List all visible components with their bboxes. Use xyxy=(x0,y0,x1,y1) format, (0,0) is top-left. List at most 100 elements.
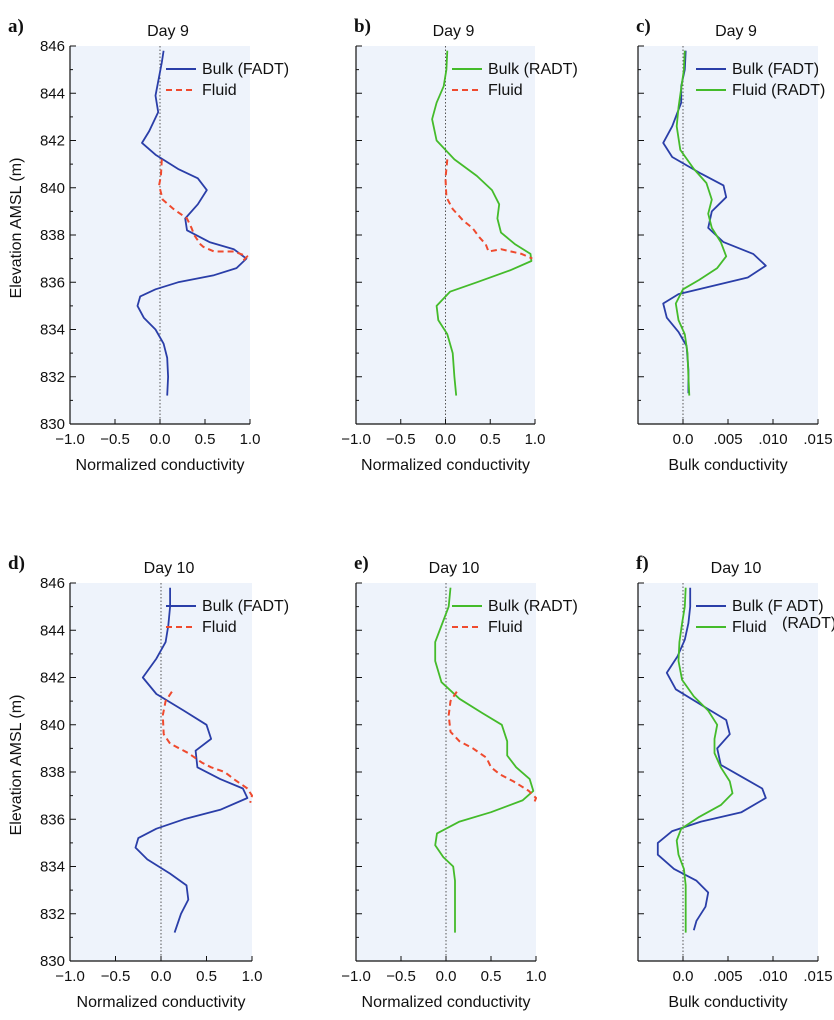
x-tick-label: 1.0 xyxy=(240,431,261,448)
x-axis-label: Normalized conductivity xyxy=(76,457,245,474)
panel-letter: d) xyxy=(8,553,25,574)
legend-label: Fluid (RADT) xyxy=(732,82,825,99)
x-tick-label: −1.0 xyxy=(55,431,85,448)
x-tick-label: .010 xyxy=(758,431,787,448)
series-line-1 xyxy=(158,159,249,262)
legend-label: Fluid xyxy=(488,82,523,99)
x-tick-label: 0.5 xyxy=(195,431,216,448)
chart-panel-5: 0.0 .005 .010 .015 Bulk conductivity Day 10 f)… xyxy=(636,553,834,1011)
chart-panel-1: −1.0 −0.5 0.0 0.5 1.0 Normalized conductivity… xyxy=(341,16,578,474)
chart-title: Day 9 xyxy=(433,23,475,40)
y-tick-label: 846 xyxy=(40,38,65,55)
y-axis-label-bottom: Elevation AMSL (m) xyxy=(8,695,25,836)
y-tick-label: 842 xyxy=(40,133,65,150)
panel-letter: e) xyxy=(354,553,369,574)
chart-panel-0: 830 832 834 836 838 840 842 844 846 −1.0 −0.5 0.0 0.… xyxy=(8,16,289,474)
y-tick-label: 840 xyxy=(40,717,65,734)
y-tick-label: 830 xyxy=(40,953,65,970)
x-tick-label: −1.0 xyxy=(55,968,85,985)
x-tick-label: −0.5 xyxy=(386,431,416,448)
series-line-1 xyxy=(675,587,734,933)
y-tick-label: 836 xyxy=(40,811,65,828)
legend-label: Fluid xyxy=(202,82,237,99)
y-tick-label: 830 xyxy=(40,416,65,433)
x-tick-label: 0.5 xyxy=(480,431,501,448)
x-tick-label: 1.0 xyxy=(242,968,263,985)
series-line-1 xyxy=(444,159,533,260)
series-line-1 xyxy=(447,691,537,804)
plot-area xyxy=(638,46,818,424)
x-tick-label: 0.0 xyxy=(435,431,456,448)
y-tick-label: 832 xyxy=(40,906,65,923)
chart-panel-3: 830 832 834 836 838 840 842 844 846 −1.0 −0.5 0.0 0.… xyxy=(8,553,289,1011)
y-tick-label: 834 xyxy=(40,859,65,876)
legend-label: Fluid xyxy=(488,619,523,636)
legend-sublabel: (RADT) xyxy=(782,615,834,632)
chart-title: Day 10 xyxy=(711,560,762,577)
y-tick-label: 834 xyxy=(40,322,65,339)
x-tick-label: 0.0 xyxy=(150,431,171,448)
legend-label: Bulk (FADT) xyxy=(202,598,289,615)
y-axis-label-top: Elevation AMSL (m) xyxy=(8,158,25,299)
x-tick-label: 0.0 xyxy=(673,968,694,985)
series-line-0 xyxy=(434,587,535,933)
series-line-0 xyxy=(136,50,248,396)
panel-letter: f) xyxy=(636,553,649,574)
legend-label: Fluid xyxy=(732,619,767,636)
x-tick-label: 0.5 xyxy=(196,968,217,985)
x-tick-label: −0.5 xyxy=(101,968,131,985)
x-tick-label: −0.5 xyxy=(100,431,130,448)
y-tick-label: 844 xyxy=(40,85,65,102)
plot-area xyxy=(638,583,818,961)
x-tick-label: −1.0 xyxy=(341,968,371,985)
chart-title: Day 10 xyxy=(429,560,480,577)
chart-panel-2: 0.0 .005 .010 .015 Bulk conductivity Day 9 c) B… xyxy=(636,16,833,474)
x-tick-label: 0.0 xyxy=(436,968,457,985)
x-tick-label: .010 xyxy=(758,968,787,985)
y-tick-label: 846 xyxy=(40,575,65,592)
x-tick-label: 0.0 xyxy=(673,431,694,448)
x-tick-label: .005 xyxy=(713,968,742,985)
x-tick-label: .015 xyxy=(803,968,832,985)
series-line-0 xyxy=(134,587,249,933)
y-tick-label: 836 xyxy=(40,274,65,291)
x-tick-label: 1.0 xyxy=(526,968,547,985)
x-tick-label: .015 xyxy=(803,431,832,448)
legend-label: Bulk (FADT) xyxy=(732,61,819,78)
x-tick-label: −1.0 xyxy=(341,431,371,448)
legend-label: Bulk (RADT) xyxy=(488,61,578,78)
series-line-0 xyxy=(656,587,767,931)
x-tick-label: −0.5 xyxy=(386,968,416,985)
chart-panel-4: −1.0 −0.5 0.0 0.5 1.0 Normalized conductivity… xyxy=(341,553,578,1011)
panel-letter: a) xyxy=(8,16,24,37)
x-axis-label: Normalized conductivity xyxy=(77,994,246,1011)
panel-letter: c) xyxy=(636,16,651,37)
x-axis-label: Bulk conductivity xyxy=(668,457,787,474)
x-tick-label: 0.0 xyxy=(151,968,172,985)
legend-label: Bulk (RADT) xyxy=(488,598,578,615)
y-tick-label: 844 xyxy=(40,622,65,639)
y-tick-label: 832 xyxy=(40,369,65,386)
y-tick-label: 838 xyxy=(40,764,65,781)
x-tick-label: .005 xyxy=(713,431,742,448)
chart-title: Day 9 xyxy=(147,23,189,40)
series-line-1 xyxy=(674,50,728,396)
y-tick-label: 838 xyxy=(40,227,65,244)
x-axis-label: Normalized conductivity xyxy=(361,457,530,474)
x-axis-label: Bulk conductivity xyxy=(668,994,787,1011)
legend-label: Bulk (F ADT) xyxy=(732,598,824,615)
series-line-1 xyxy=(161,691,253,803)
x-tick-label: 0.5 xyxy=(481,968,502,985)
panel-letter: b) xyxy=(354,16,371,37)
x-tick-label: 1.0 xyxy=(525,431,546,448)
chart-title: Day 10 xyxy=(144,560,195,577)
x-axis-label: Normalized conductivity xyxy=(362,994,531,1011)
y-tick-label: 840 xyxy=(40,180,65,197)
chart-title: Day 9 xyxy=(715,23,757,40)
series-line-0 xyxy=(431,50,533,396)
legend-label: Fluid xyxy=(202,619,237,636)
legend-label: Bulk (FADT) xyxy=(202,61,289,78)
y-tick-label: 842 xyxy=(40,670,65,687)
